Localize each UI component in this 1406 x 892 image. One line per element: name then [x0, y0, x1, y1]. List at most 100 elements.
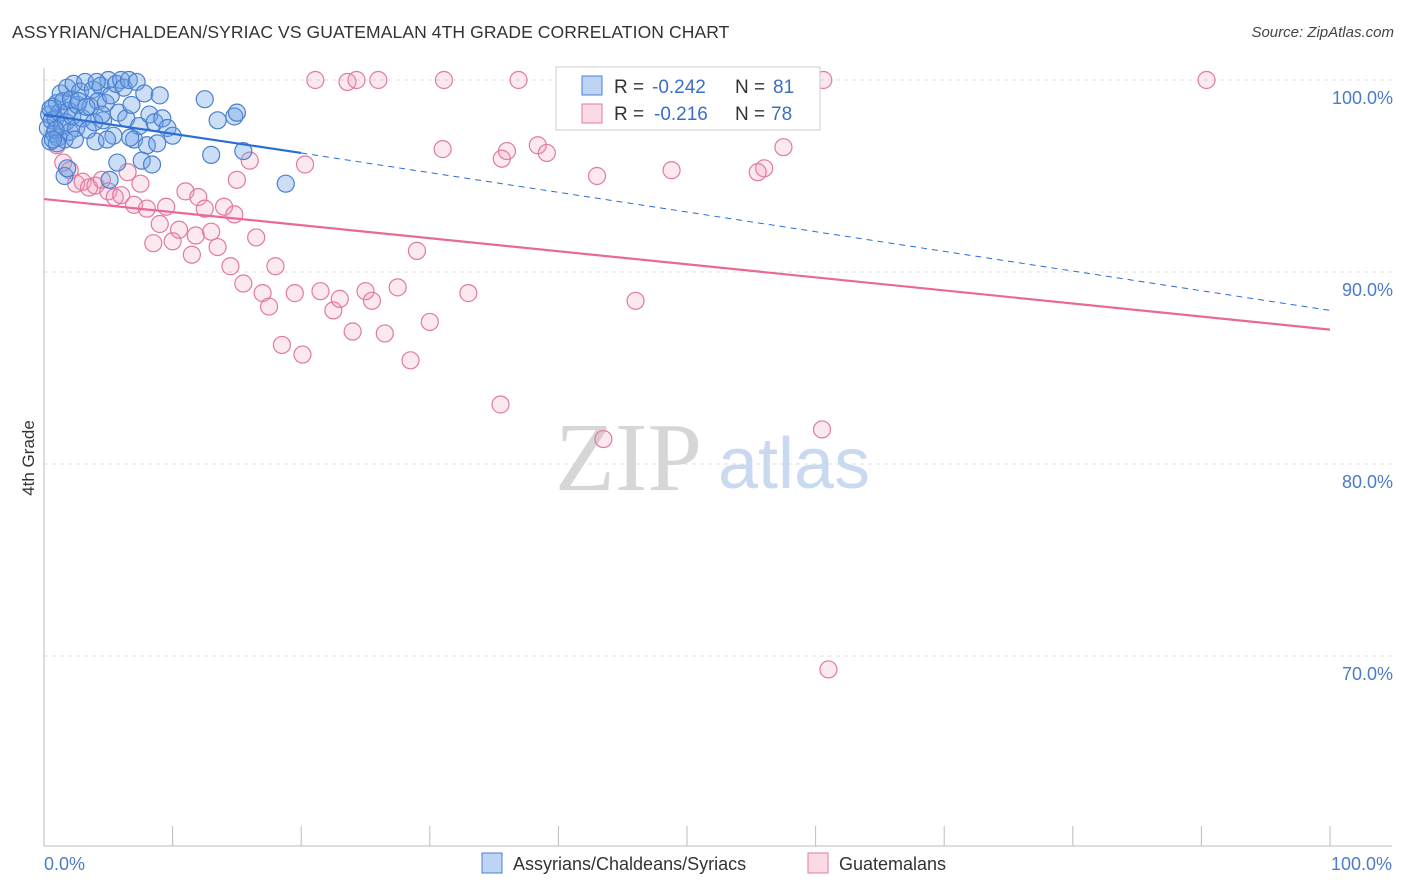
guatemalans-point	[388, 278, 407, 297]
guatemalans-points	[47, 70, 1216, 679]
assyrians-point	[153, 109, 172, 128]
x-tick-label-min: 0.0%	[44, 854, 85, 874]
assyrians-point	[77, 97, 96, 116]
guatemalans-point	[163, 232, 182, 251]
assyrians-point	[86, 132, 105, 151]
guatemalans-point	[324, 301, 343, 320]
guatemalans-point	[401, 351, 420, 370]
assyrians-point	[234, 141, 253, 161]
guatemalans-point	[347, 70, 366, 90]
guatemalans-point	[338, 72, 357, 92]
guatemalans-trendline	[43, 197, 1331, 331]
guatemalans-point	[214, 197, 234, 216]
assyrians-trendline	[43, 113, 302, 155]
guatemalans-point	[369, 70, 388, 90]
guatemalans-point	[234, 274, 253, 293]
guatemalans-point	[343, 322, 362, 341]
assyrians-point	[276, 174, 295, 193]
y-axis-label: 4th Grade	[19, 420, 38, 496]
assyrians-point	[100, 170, 119, 189]
guatemalans-point	[131, 174, 150, 193]
watermark-atlas: atlas	[718, 424, 870, 504]
assyrians-point	[43, 130, 63, 149]
assyrians-point	[108, 153, 127, 172]
guatemalans-point	[662, 161, 681, 180]
assyrians-point	[142, 155, 162, 174]
guatemalans-point	[434, 70, 454, 90]
guatemalans-point	[748, 163, 767, 182]
guatemalans-point	[266, 257, 285, 276]
guatemalans-point	[240, 151, 259, 170]
guatemalans-point	[774, 138, 793, 157]
y-tick-labels: 100.0% 90.0% 80.0% 70.0%	[1332, 88, 1393, 684]
x-tick-marks	[43, 826, 1331, 846]
guatemalans-point	[420, 312, 439, 332]
guatemalans-point	[459, 284, 478, 303]
assyrians-point	[202, 145, 221, 164]
bottom-legend-label-pink: Guatemalans	[839, 854, 946, 874]
legend-r-label-blue: R =	[614, 77, 644, 98]
guatemalans-point	[144, 234, 163, 253]
guatemalans-point	[189, 188, 208, 207]
assyrians-point	[195, 90, 214, 109]
guatemalans-point	[587, 166, 607, 186]
guatemalans-point	[433, 140, 452, 159]
assyrians-point	[227, 103, 246, 122]
assyrians-point	[41, 99, 60, 118]
assyrians-point	[92, 105, 111, 124]
legend-r-label-pink: R =	[614, 104, 644, 125]
guatemalans-point	[509, 70, 528, 90]
guatemalans-point	[247, 228, 266, 247]
legend-swatch-pink	[581, 103, 603, 124]
x-tick-label-max: 100.0%	[1331, 854, 1392, 874]
assyrians-point	[87, 72, 106, 92]
guatemalans-point	[819, 660, 838, 679]
watermark-zip: ZIP	[555, 404, 702, 512]
assyrians-point	[58, 159, 77, 178]
guatemalans-point	[537, 143, 556, 163]
guatemalans-point	[285, 284, 304, 303]
legend-r-value-blue: -0.242	[652, 77, 706, 98]
y-tick-label: 100.0%	[1332, 88, 1393, 108]
guatemalans-point	[295, 155, 315, 174]
guatemalans-point	[259, 297, 279, 316]
guatemalans-point	[362, 291, 382, 310]
guatemalans-point	[195, 199, 214, 218]
series-legend: Assyrians/Chaldeans/Syriacs Guatemalans	[481, 852, 946, 874]
assyrians-point	[150, 86, 169, 105]
legend-n-value-pink: 78	[771, 104, 792, 125]
guatemalans-point	[227, 170, 246, 189]
guatemalans-point	[626, 291, 645, 310]
guatemalans-point	[225, 205, 244, 224]
y-tick-label: 90.0%	[1342, 280, 1393, 300]
legend-n-label-blue: N =	[735, 77, 765, 98]
y-tick-label: 70.0%	[1342, 664, 1393, 684]
assyrians-point	[208, 111, 227, 130]
guatemalans-point	[356, 282, 375, 301]
guatemalans-point	[112, 186, 131, 205]
guatemalans-point	[293, 345, 312, 364]
assyrians-point	[65, 130, 84, 149]
guatemalans-point	[311, 282, 330, 301]
assyrians-point	[121, 128, 140, 147]
bottom-legend-label-blue: Assyrians/Chaldeans/Syriacs	[513, 854, 746, 874]
legend-n-label-pink: N =	[735, 104, 765, 125]
guatemalans-point	[221, 257, 240, 276]
guatemalans-point	[812, 420, 832, 439]
guatemalans-point	[202, 222, 221, 241]
correlation-legend: R = -0.242 N = 81 R = -0.216 N = 78	[555, 66, 821, 131]
bottom-legend-swatch-pink	[807, 852, 829, 874]
guatemalans-point	[306, 70, 325, 90]
assyrians-point	[148, 134, 167, 153]
guatemalans-point	[169, 220, 189, 239]
assyrians-point	[135, 84, 154, 103]
bottom-legend-swatch-blue	[481, 852, 503, 874]
guatemalans-point	[407, 241, 427, 260]
assyrians-trendline-extension	[301, 152, 1331, 311]
guatemalans-point	[272, 335, 292, 355]
guatemalans-point	[491, 395, 510, 414]
guatemalans-point	[186, 226, 205, 245]
guatemalans-point	[330, 289, 349, 308]
guatemalans-point	[594, 429, 613, 449]
assyrians-point	[97, 130, 117, 149]
